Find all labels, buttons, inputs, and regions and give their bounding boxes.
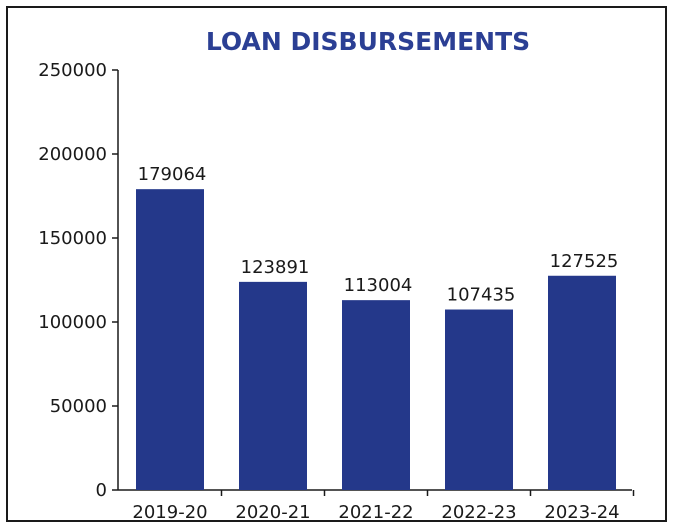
y-tick-label: 0 (96, 480, 107, 501)
y-tick-label: 100000 (38, 312, 107, 333)
bar (239, 281, 307, 490)
bar-value-label: 127525 (550, 251, 619, 272)
x-axis: 2019-20 2020-21 2021-22 2022-23 2023-24 (118, 489, 635, 523)
x-tick-label: 2021-22 (338, 502, 413, 523)
bars (136, 189, 616, 490)
x-tick-label: 2019-20 (132, 502, 207, 523)
y-tick-label: 200000 (38, 144, 107, 165)
y-tick-label: 250000 (38, 60, 107, 81)
bar-value-label: 107435 (447, 285, 516, 306)
bar (136, 189, 204, 490)
data-labels: 179064 123891 113004 107435 127525 (138, 164, 619, 305)
y-axis: 0 50000 100000 150000 200000 250000 (38, 60, 119, 501)
bar-value-label: 113004 (344, 275, 413, 296)
y-tick-label: 50000 (50, 396, 107, 417)
x-tick-label: 2020-21 (235, 502, 310, 523)
bar (445, 309, 513, 490)
y-tick-label: 150000 (38, 228, 107, 249)
bar-value-label: 179064 (138, 164, 207, 185)
bar (342, 300, 410, 490)
bar-value-label: 123891 (241, 257, 310, 278)
bar (548, 275, 616, 490)
x-tick-label: 2022-23 (441, 502, 516, 523)
x-tick-label: 2023-24 (544, 502, 619, 523)
chart-title: LOAN DISBURSEMENTS (206, 27, 530, 56)
